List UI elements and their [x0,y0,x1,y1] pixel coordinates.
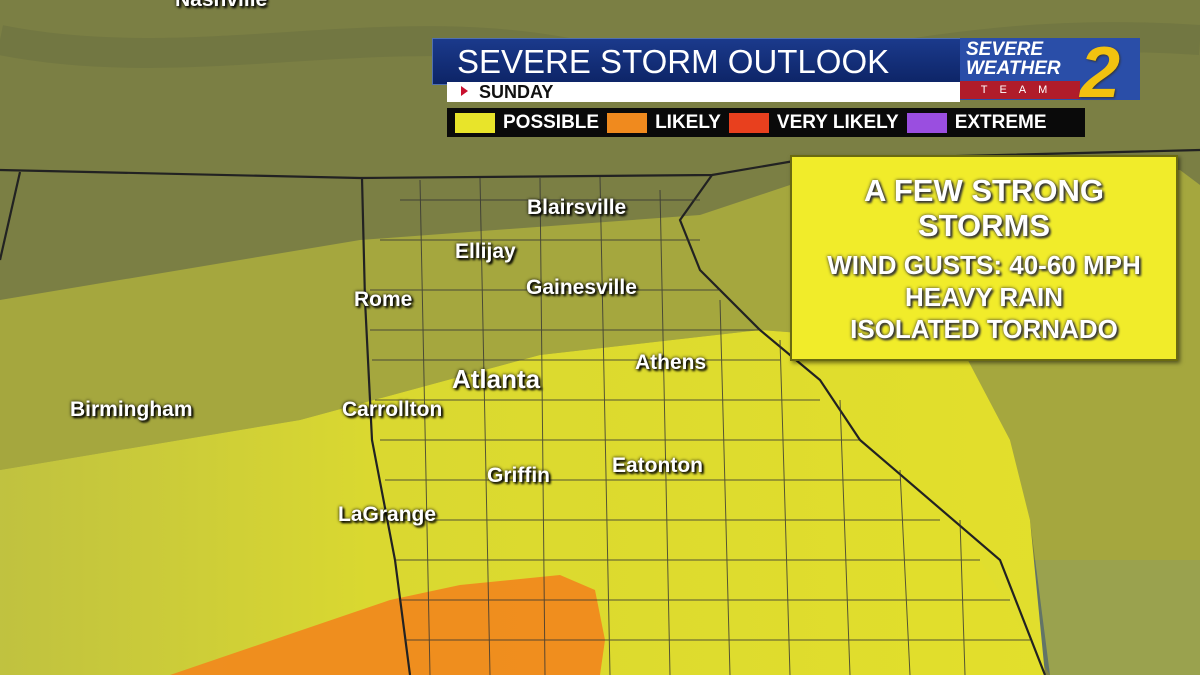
legend-item-likely: LIKELY [607,112,721,134]
legend-label: VERY LIKELY [776,111,899,133]
logo-team: TEAM [960,81,1080,99]
city-label-nashville: Nashville [175,0,267,12]
play-arrow-icon [461,86,468,96]
city-label-blairsville: Blairsville [527,196,627,219]
legend-swatch [455,112,495,133]
station-logo: SEVERE WEATHER TEAM 2 [960,33,1140,113]
legend-item-possible: POSSIBLE [455,112,599,134]
day-bar: SUNDAY [447,82,960,102]
callout-line: ISOLATED TORNADO [850,314,1118,344]
legend-swatch [728,112,769,133]
legend-item-very-likely: VERY LIKELY [728,111,899,134]
legend-item-extreme: EXTREME [906,111,1047,134]
day-label: SUNDAY [479,82,554,102]
legend-label: LIKELY [655,111,721,133]
city-label-rome: Rome [354,288,413,311]
city-label-eatonton: Eatonton [612,454,703,477]
city-label-athens: Athens [635,351,707,374]
city-label-carrollton: Carrollton [342,398,443,421]
possible-risk-area-main [0,330,1045,675]
city-label-lagrange: LaGrange [338,503,437,526]
risk-legend: POSSIBLE LIKELY VERY LIKELY EXTREME [447,108,1085,137]
city-label-atlanta: Atlanta [452,364,541,394]
callout-line: WIND GUSTS: 40-60 MPH [827,250,1141,280]
logo-line2: WEATHER [966,58,1061,79]
city-label-ellijay: Ellijay [455,240,516,263]
city-label-gainesville: Gainesville [526,276,637,299]
logo-channel: 2 [1080,33,1121,113]
callout-headline: A FEW STRONG STORMS [864,173,1104,243]
legend-swatch [607,112,648,133]
city-label-birmingham: Birmingham [70,398,193,421]
title-bar: SEVERE STORM OUTLOOK [432,38,962,85]
county-lines [370,176,1030,675]
city-label-griffin: Griffin [487,464,550,487]
legend-label: EXTREME [954,111,1047,133]
page-title: SEVERE STORM OUTLOOK [457,43,890,80]
logo-line1: SEVERE [966,39,1044,60]
legend-label: POSSIBLE [503,111,600,133]
callout-line: HEAVY RAIN [905,282,1063,312]
legend-swatch [906,112,947,133]
forecast-callout: A FEW STRONG STORMS WIND GUSTS: 40-60 MP… [790,155,1178,361]
